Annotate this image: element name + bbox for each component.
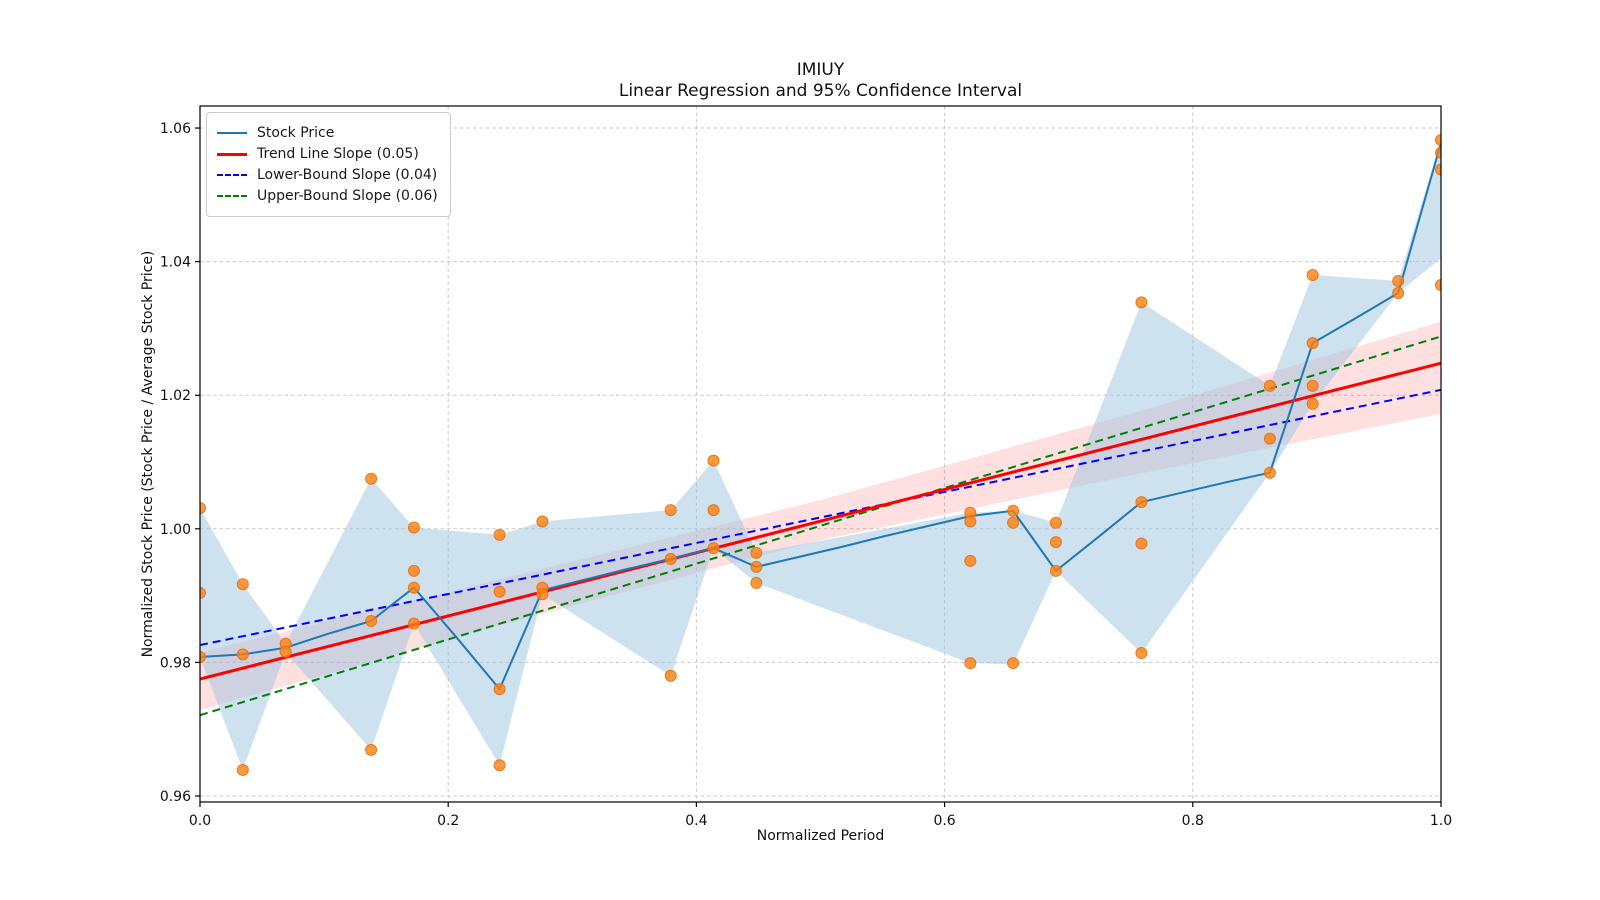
bound-lines bbox=[200, 335, 1441, 717]
legend-label-stock-price: Stock Price bbox=[257, 125, 335, 141]
svg-text:0.2: 0.2 bbox=[437, 813, 459, 829]
minmax-band bbox=[200, 140, 1441, 770]
legend-label-lower-bound: Lower-Bound Slope (0.04) bbox=[257, 167, 438, 183]
legend-item-trend: Trend Line Slope (0.05) bbox=[217, 144, 438, 164]
svg-text:0.6: 0.6 bbox=[933, 813, 955, 829]
svg-text:1.02: 1.02 bbox=[160, 388, 191, 404]
svg-text:1.04: 1.04 bbox=[160, 255, 191, 271]
svg-text:1.0: 1.0 bbox=[1430, 813, 1452, 829]
chart-title-block: IMIUY Linear Regression and 95% Confiden… bbox=[420, 60, 1221, 102]
legend-label-upper-bound: Upper-Bound Slope (0.06) bbox=[257, 188, 438, 204]
trend-line bbox=[200, 361, 1441, 681]
legend-label-trend: Trend Line Slope (0.05) bbox=[257, 146, 419, 162]
axes-frame bbox=[199, 105, 1442, 803]
scatter-points bbox=[200, 134, 1441, 776]
stock-price-line-swatch bbox=[217, 132, 247, 134]
chart-title: IMIUY bbox=[796, 60, 845, 80]
lower-bound-line-swatch bbox=[217, 174, 247, 176]
y-axis-label: Normalized Stock Price (Stock Price / Av… bbox=[140, 250, 156, 658]
legend-item-upper-bound: Upper-Bound Slope (0.06) bbox=[217, 186, 438, 206]
svg-text:0.8: 0.8 bbox=[1182, 813, 1204, 829]
svg-text:0.96: 0.96 bbox=[160, 789, 191, 805]
chart-subtitle: Linear Regression and 95% Confidence Int… bbox=[618, 81, 1023, 101]
svg-text:1.06: 1.06 bbox=[160, 121, 191, 137]
upper-bound-line-swatch bbox=[217, 195, 247, 197]
stock-price-line bbox=[200, 142, 1441, 691]
x-axis-label: Normalized Period bbox=[756, 828, 885, 844]
legend: Stock Price Trend Line Slope (0.05) Lowe… bbox=[206, 112, 451, 217]
svg-text:0.4: 0.4 bbox=[685, 813, 707, 829]
legend-item-stock-price: Stock Price bbox=[217, 123, 438, 143]
svg-text:1.00: 1.00 bbox=[160, 522, 191, 538]
legend-item-lower-bound: Lower-Bound Slope (0.04) bbox=[217, 165, 438, 185]
trend-line-swatch bbox=[217, 152, 247, 156]
tick-labels: 0.0 0.2 0.4 0.6 0.8 1.0 0.96 0.98 1.00 1.02 1.04 1.… bbox=[160, 121, 1452, 829]
svg-text:0.0: 0.0 bbox=[189, 813, 211, 829]
svg-text:0.98: 0.98 bbox=[160, 655, 191, 671]
tick-marks bbox=[195, 127, 1442, 807]
